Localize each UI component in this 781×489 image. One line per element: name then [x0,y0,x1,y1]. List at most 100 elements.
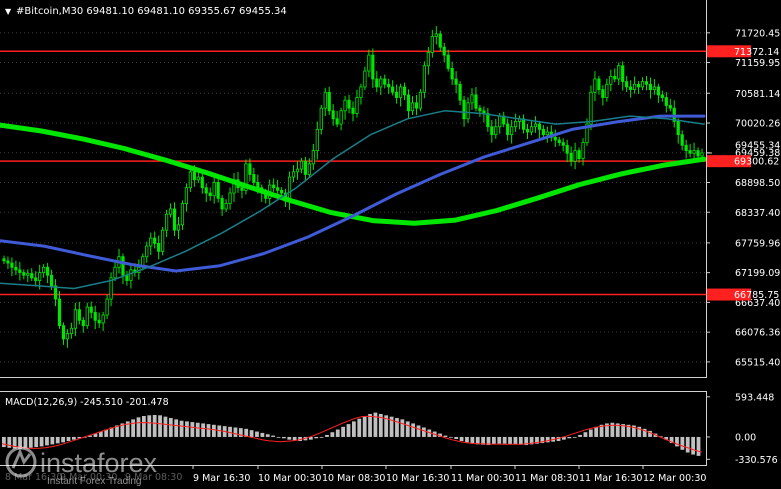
candle-body[interactable] [422,65,426,93]
candle-body[interactable] [101,314,105,324]
candle-body[interactable] [510,126,514,136]
candle-body[interactable] [145,245,149,258]
candle-body[interactable] [153,237,157,244]
candle-body[interactable] [402,86,407,96]
candle-body[interactable] [208,192,212,197]
candle-body[interactable] [426,52,430,67]
candle-body[interactable] [343,99,347,112]
candle-body[interactable] [69,327,74,334]
candle-body[interactable] [307,163,311,175]
candle-body[interactable] [164,213,169,231]
candle-body[interactable] [494,126,498,136]
candle-body[interactable] [351,107,355,114]
candle-body[interactable] [26,273,30,276]
candle-body[interactable] [553,136,557,141]
candle-body[interactable] [466,102,470,120]
candle-body[interactable] [299,160,304,170]
candle-body[interactable] [692,150,696,154]
candle-body[interactable] [609,75,613,85]
candlestick-series[interactable] [2,26,704,348]
candle-body[interactable] [61,325,66,340]
candle-body[interactable] [585,123,589,144]
candle-body[interactable] [18,269,22,273]
candle-body[interactable] [252,174,256,183]
candle-body[interactable] [220,197,224,210]
candle-body[interactable] [680,134,684,146]
candle-body[interactable] [212,182,216,197]
candle-body[interactable] [652,86,657,91]
candle-body[interactable] [617,65,621,80]
candle-body[interactable] [216,182,220,199]
candle-body[interactable] [319,107,323,130]
candle-body[interactable] [565,144,569,154]
candle-body[interactable] [379,78,383,88]
candle-body[interactable] [648,83,653,90]
candle-body[interactable] [664,97,668,106]
candle-body[interactable] [640,81,645,88]
candle-body[interactable] [295,168,300,173]
candle-body[interactable] [46,266,50,276]
candle-body[interactable] [387,83,391,88]
candle-body[interactable] [573,150,577,162]
candle-body[interactable] [700,152,704,157]
candle-body[interactable] [514,121,518,128]
candle-body[interactable] [391,86,395,93]
candle-body[interactable] [291,171,296,178]
candle-body[interactable] [581,142,585,159]
candle-body[interactable] [601,89,605,98]
candle-body[interactable] [30,273,34,279]
candle-body[interactable] [53,285,58,300]
candle-body[interactable] [38,272,42,281]
candle-body[interactable] [149,237,153,247]
candle-body[interactable] [537,123,542,130]
candle-body[interactable] [688,150,692,154]
candle-body[interactable] [454,78,458,85]
candle-body[interactable] [323,91,327,109]
candle-body[interactable] [490,126,494,136]
candle-body[interactable] [446,54,450,69]
candle-body[interactable] [478,107,482,112]
candle-body[interactable] [474,94,478,109]
candle-body[interactable] [363,70,367,88]
candle-body[interactable] [339,110,343,125]
price-axis[interactable]: 71720.45 71159.95 70581.14 70020.26 69459.38… [706,28,780,368]
candle-body[interactable] [367,54,371,72]
candle-body[interactable] [533,123,538,128]
candle-body[interactable] [450,67,454,80]
candle-body[interactable] [696,150,700,157]
candle-body[interactable] [621,65,625,83]
candle-body[interactable] [172,208,177,231]
candle-body[interactable] [660,94,664,98]
candle-body[interactable] [176,224,181,231]
candle-body[interactable] [442,46,446,56]
candle-body[interactable] [22,272,26,276]
candle-body[interactable] [89,306,93,313]
candle-body[interactable] [85,306,89,327]
candle-body[interactable] [597,78,601,90]
candle-body[interactable] [545,131,549,136]
candle-body[interactable] [248,163,252,175]
candle-body[interactable] [81,319,85,327]
candle-body[interactable] [276,187,280,191]
candle-body[interactable] [280,189,284,194]
candle-body[interactable] [541,128,545,136]
candle-body[interactable] [157,243,161,252]
candle-body[interactable] [224,203,228,210]
candle-body[interactable] [593,78,597,93]
candle-body[interactable] [625,81,629,88]
candle-body[interactable] [244,163,248,191]
candle-body[interactable] [383,78,387,85]
candle-body[interactable] [6,260,10,264]
candle-body[interactable] [355,97,359,114]
candle-body[interactable] [656,86,660,96]
candle-body[interactable] [636,83,641,88]
candle-body[interactable] [629,86,633,91]
candle-body[interactable] [73,309,77,329]
candle-body[interactable] [605,83,609,98]
candle-body[interactable] [125,274,129,281]
candle-body[interactable] [109,277,113,300]
candle-body[interactable] [331,110,335,120]
candle-body[interactable] [462,99,466,120]
horizontal-levels[interactable] [0,50,706,296]
